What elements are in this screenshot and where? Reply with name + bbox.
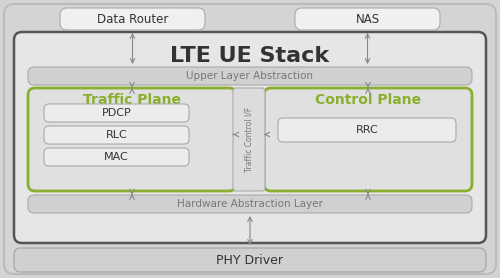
FancyBboxPatch shape	[295, 8, 440, 30]
Text: RLC: RLC	[106, 130, 128, 140]
FancyBboxPatch shape	[44, 148, 189, 166]
FancyBboxPatch shape	[14, 32, 486, 243]
FancyBboxPatch shape	[44, 126, 189, 144]
FancyBboxPatch shape	[264, 88, 472, 191]
FancyBboxPatch shape	[4, 4, 496, 274]
Text: Upper Layer Abstraction: Upper Layer Abstraction	[186, 71, 314, 81]
Text: PDCP: PDCP	[102, 108, 132, 118]
FancyBboxPatch shape	[44, 104, 189, 122]
FancyBboxPatch shape	[233, 88, 265, 191]
Text: Hardware Abstraction Layer: Hardware Abstraction Layer	[177, 199, 323, 209]
FancyBboxPatch shape	[28, 67, 472, 85]
FancyBboxPatch shape	[28, 195, 472, 213]
FancyBboxPatch shape	[14, 248, 486, 272]
Text: LTE UE Stack: LTE UE Stack	[170, 46, 330, 66]
Text: Control Plane: Control Plane	[315, 93, 421, 107]
Text: Traffic Plane: Traffic Plane	[83, 93, 181, 107]
Text: Data Router: Data Router	[97, 13, 168, 26]
Text: RRC: RRC	[356, 125, 378, 135]
FancyBboxPatch shape	[28, 88, 236, 191]
Text: PHY Driver: PHY Driver	[216, 254, 284, 267]
FancyBboxPatch shape	[60, 8, 205, 30]
Text: NAS: NAS	[356, 13, 380, 26]
Text: Traffic Control I/F: Traffic Control I/F	[244, 107, 254, 172]
Text: MAC: MAC	[104, 152, 129, 162]
FancyBboxPatch shape	[278, 118, 456, 142]
